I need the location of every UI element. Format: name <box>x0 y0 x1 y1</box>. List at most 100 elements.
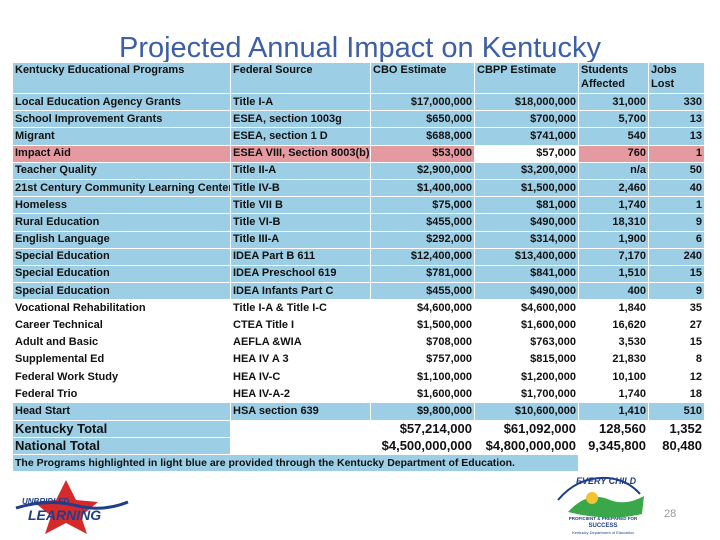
cell-source: Title I-A & Title I-C <box>230 299 371 318</box>
cell-students: 31,000 <box>578 92 649 112</box>
cell-cbpp: $1,600,000 <box>474 316 579 335</box>
impact-table: Kentucky Educational Programs Federal So… <box>12 62 705 473</box>
total-cell-students: 9,345,800 <box>578 436 649 455</box>
header-cbo: CBO Estimate <box>370 62 475 94</box>
table-row: Federal Trio HEA IV-A-2 $1,600,000 $1,700,0… <box>12 385 705 404</box>
table-row: Special Education IDEA Part B 611 $12,400,… <box>12 247 705 266</box>
sun-icon <box>586 492 598 504</box>
total-row: Kentucky Total $57,214,000 $61,092,000 128,… <box>12 419 705 438</box>
table-header-row: Kentucky Educational Programs Federal So… <box>12 62 705 94</box>
cell-students: 540 <box>578 127 649 146</box>
total-cell-program: National Total <box>12 436 231 455</box>
unbridled-learning-logo: UNBRIDLED LEARNING <box>15 480 129 534</box>
cell-jobs: 12 <box>648 367 705 387</box>
cell-program: Adult and Basic <box>12 333 231 352</box>
cell-jobs: 8 <box>648 350 705 370</box>
cell-students: 1,740 <box>578 196 649 215</box>
table-row: Vocational Rehabilitation Title I-A & Tit… <box>12 299 705 318</box>
cell-cbo: $688,000 <box>370 127 475 146</box>
cell-program: Impact Aid <box>12 144 231 163</box>
logo-tagline: PROFICIENT & PREPARED FOR <box>569 516 638 521</box>
cell-program: Special Education <box>12 247 231 266</box>
cell-cbpp: $1,500,000 <box>474 178 579 198</box>
cell-jobs: 50 <box>648 161 705 180</box>
header-cbpp: CBPP Estimate <box>474 62 579 94</box>
cell-jobs: 13 <box>648 110 705 129</box>
cell-cbpp: $841,000 <box>474 264 579 284</box>
cell-source: HEA IV-A-2 <box>230 385 371 404</box>
cell-jobs: 35 <box>648 299 705 318</box>
cell-jobs: 15 <box>648 333 705 352</box>
cell-program: Teacher Quality <box>12 161 231 180</box>
cell-cbo: $2,900,000 <box>370 161 475 180</box>
cell-program: Supplemental Ed <box>12 350 231 370</box>
cell-source: IDEA Part B 611 <box>230 247 371 266</box>
cell-program: Special Education <box>12 264 231 284</box>
header-students: Students Affected <box>578 62 649 94</box>
cell-cbpp: $1,200,000 <box>474 367 579 387</box>
cell-program: Federal Work Study <box>12 367 231 387</box>
cell-cbo: $455,000 <box>370 213 475 232</box>
cell-cbpp: $57,000 <box>474 144 579 163</box>
cell-jobs: 9 <box>648 213 705 232</box>
cell-cbo: $75,000 <box>370 196 475 215</box>
cell-students: 1,740 <box>578 385 649 404</box>
page-number: 28 <box>664 508 677 520</box>
total-cell-jobs: 1,352 <box>648 419 705 438</box>
cell-students: 1,840 <box>578 299 649 318</box>
cell-source: Title II-A <box>230 161 371 180</box>
table-row: Impact Aid ESEA VIII, Section 8003(b) $53,… <box>12 144 705 163</box>
cell-source: Title VI-B <box>230 213 371 232</box>
cell-program: Career Technical <box>12 316 231 335</box>
cell-students: 1,410 <box>578 402 649 421</box>
cell-jobs: 9 <box>648 282 705 301</box>
total-cell-cbo: $57,214,000 <box>370 419 475 438</box>
cell-students: 400 <box>578 282 649 301</box>
cell-cbpp: $4,600,000 <box>474 299 579 318</box>
cell-jobs: 13 <box>648 127 705 146</box>
cell-cbpp: $81,000 <box>474 196 579 215</box>
cell-cbpp: $13,400,000 <box>474 247 579 266</box>
cell-students: 10,100 <box>578 367 649 387</box>
cell-source: ESEA, section 1003g <box>230 110 371 129</box>
cell-jobs: 330 <box>648 92 705 112</box>
cell-cbpp: $700,000 <box>474 110 579 129</box>
logo-every-child: EVERY CHILD <box>576 476 637 486</box>
cell-program: Federal Trio <box>12 385 231 404</box>
table-row: Teacher Quality Title II-A $2,900,000 $3,20… <box>12 161 705 180</box>
cell-jobs: 6 <box>648 230 705 249</box>
cell-jobs: 27 <box>648 316 705 335</box>
cell-jobs: 240 <box>648 247 705 266</box>
cell-cbpp: $3,200,000 <box>474 161 579 180</box>
cell-source: AEFLA &WIA <box>230 333 371 352</box>
cell-source: Title I-A <box>230 92 371 112</box>
cell-students: 1,510 <box>578 264 649 284</box>
cell-cbpp: $741,000 <box>474 127 579 146</box>
total-row: National Total $4,500,000,000 $4,800,000,0… <box>12 436 705 455</box>
cell-students: 5,700 <box>578 110 649 129</box>
cell-cbpp: $314,000 <box>474 230 579 249</box>
cell-cbo: $1,400,000 <box>370 178 475 198</box>
cell-cbo: $1,500,000 <box>370 316 475 335</box>
cell-students: 1,900 <box>578 230 649 249</box>
header-jobs: Jobs Lost <box>648 62 705 94</box>
cell-cbpp: $1,700,000 <box>474 385 579 404</box>
cell-cbo: $708,000 <box>370 333 475 352</box>
slide-title: Projected Annual Impact on Kentucky <box>118 32 601 64</box>
table-row: Special Education IDEA Infants Part C $455… <box>12 282 705 301</box>
cell-program: Special Education <box>12 282 231 301</box>
table-row: 21st Century Community Learning Centers T… <box>12 178 705 198</box>
cell-program: Local Education Agency Grants <box>12 92 231 112</box>
note-row: The Programs highlighted in light blue a… <box>12 453 705 473</box>
table-row: Homeless Title VII B $75,000 $81,000 1,740 1 <box>12 196 705 215</box>
cell-students: 760 <box>578 144 649 163</box>
cell-cbpp: $815,000 <box>474 350 579 370</box>
cell-source: Title VII B <box>230 196 371 215</box>
cell-source: Title III-A <box>230 230 371 249</box>
cell-cbo: $9,800,000 <box>370 402 475 421</box>
cell-cbpp: $763,000 <box>474 333 579 352</box>
total-cell-cbpp: $4,800,000,000 <box>474 436 579 455</box>
cell-students: n/a <box>578 161 649 180</box>
total-cell-source <box>230 419 371 438</box>
header-program: Kentucky Educational Programs <box>12 62 231 94</box>
